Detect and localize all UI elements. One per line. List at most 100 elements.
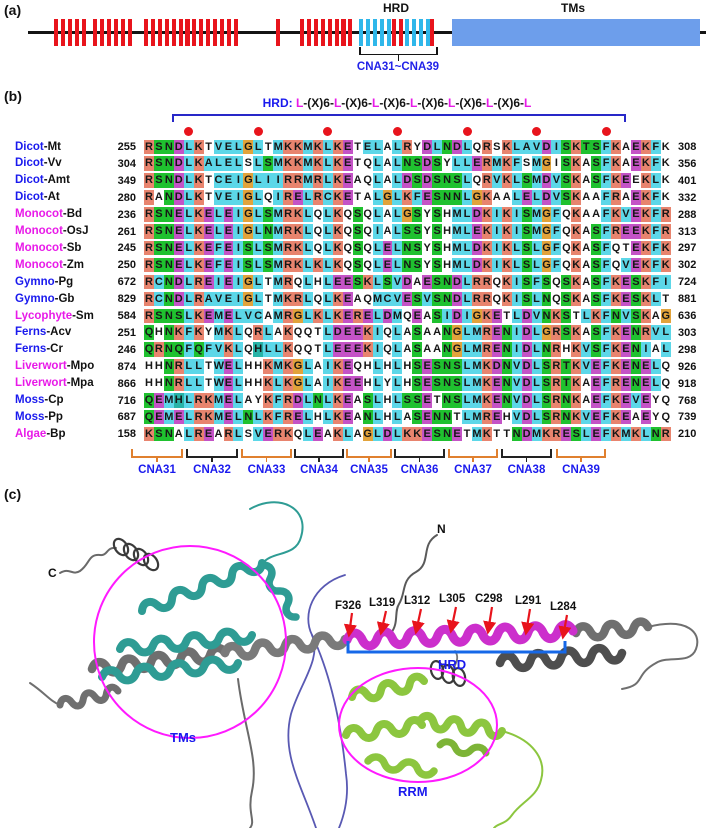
residue-cell: S <box>521 274 532 290</box>
residue-cell: K <box>501 224 512 239</box>
residue-cell: S <box>432 207 443 222</box>
residue-cell: N <box>243 409 254 425</box>
taxon-label: Ferns-Cr <box>15 343 63 355</box>
residue-cell: M <box>452 224 462 239</box>
exon-bar <box>300 19 305 46</box>
residue-cell: E <box>223 393 234 408</box>
alignment-row: Liverwort-Mpa 866 H H N R L L T WE L H H K L K G L A I K E E H L… <box>0 376 709 391</box>
residue-cell: L <box>183 139 194 155</box>
gray-helix <box>56 683 122 710</box>
residue-cell: K <box>173 325 184 340</box>
residue-cell: S <box>452 376 462 391</box>
taxon-label: Liverwort-Mpa <box>15 377 94 389</box>
residue-cell: F <box>601 342 612 357</box>
residue-cell: F <box>531 274 542 290</box>
residue-cell: I <box>491 257 502 273</box>
panel-a-gene-diagram: (a) HRD TMs CNA31~CNA39 <box>0 0 709 88</box>
residue-cell: K <box>501 240 512 256</box>
residue-cell: K <box>283 359 294 374</box>
exon-bar <box>226 19 231 46</box>
residue-cell: S <box>630 274 641 290</box>
residue-cell: S <box>153 224 164 239</box>
taxon-label: Algae-Bp <box>15 428 66 440</box>
residue-cell: L <box>392 393 403 408</box>
residue-cell: G <box>243 291 254 307</box>
residue-cell: Q <box>342 207 353 222</box>
residue-cell: F <box>213 240 224 256</box>
residue-cell: D <box>173 274 184 290</box>
residue-cell: K <box>293 240 303 256</box>
residue-cell: L <box>462 190 472 205</box>
residue-cell: K <box>640 291 651 307</box>
residue-cell: N <box>263 224 274 239</box>
residue-cell: K <box>611 173 621 188</box>
residue-cell: L <box>462 359 472 374</box>
residue-cell: L <box>263 342 274 357</box>
cna-label: CNA38 <box>507 464 546 476</box>
n-terminus-label: N <box>437 522 446 536</box>
residue-cell: I <box>233 274 244 290</box>
tm-helix <box>98 655 242 685</box>
residue-cell: I <box>491 240 502 256</box>
residue-cell: L <box>253 207 264 222</box>
residue-cell: H <box>253 359 264 374</box>
residue-cell: L <box>650 376 661 391</box>
residue-cell: K <box>332 308 343 324</box>
residue-cell: Q <box>382 325 393 340</box>
residue-cell: Q <box>144 393 154 408</box>
hrd-exon-bar <box>425 19 430 46</box>
residue-cell: K <box>640 274 651 290</box>
residue-cell: E <box>312 426 323 442</box>
taxon-group: Monocot <box>15 241 63 254</box>
residue-cell: L <box>303 308 313 324</box>
cna-bracket <box>390 449 392 456</box>
residue-cell: K <box>332 173 343 188</box>
residue-cell: K <box>611 156 621 171</box>
gray-loop <box>621 622 699 690</box>
residue-cell: L <box>322 224 333 239</box>
residue-cell: T <box>203 190 214 205</box>
start-position: 236 <box>117 208 136 221</box>
residue-cell: E <box>621 274 631 290</box>
cna-bracket <box>265 456 268 462</box>
residue-cell: L <box>392 240 403 256</box>
residue-cell: L <box>531 376 542 391</box>
residue-cell: K <box>193 325 204 340</box>
taxon-group: Liverwort <box>15 360 67 373</box>
residue-cell: T <box>203 139 214 155</box>
residue-cell: L <box>531 257 542 273</box>
residue-cell: V <box>551 190 562 205</box>
helix-coil-icon <box>451 667 467 687</box>
residue-cell: Q <box>660 409 671 425</box>
residue-labels: F326 L319 L312 L305 C298 L291 L284 <box>335 593 577 613</box>
residue-cell: N <box>163 426 174 442</box>
start-position: 716 <box>117 394 136 407</box>
residue-cell: K <box>193 207 204 222</box>
residue-cell: E <box>640 376 651 391</box>
residue-cell: R <box>640 325 651 340</box>
leucine-dot <box>601 127 611 136</box>
hrd-region-title: HRD <box>383 1 409 15</box>
cna-bracket <box>472 456 474 462</box>
residue-cell: L <box>531 190 542 205</box>
residue-cell: K <box>193 173 204 188</box>
residue-cell: A <box>422 342 433 357</box>
residue-cell: L <box>183 240 194 256</box>
hrd-helix <box>342 620 578 651</box>
residue-cell: K <box>332 409 343 425</box>
leucine-dot <box>462 127 472 136</box>
residue-cell: R <box>551 325 562 340</box>
residue-cell: K <box>481 308 492 324</box>
residue-cell: M <box>491 156 502 171</box>
residue-sequence: Q R N Q F Q F V K L Q H L L K QQ T L E E E K I Q L A S A A N G L MR E N I D L… <box>144 342 671 357</box>
residue-cell: M <box>273 156 284 171</box>
residue-cell: F <box>511 156 522 171</box>
residue-cell: L <box>392 325 403 340</box>
leucine-dot <box>532 127 542 136</box>
exon-bar <box>276 19 281 46</box>
residue-cell: K <box>283 426 294 442</box>
residue-cell: C <box>322 190 333 205</box>
residue-cell: G <box>362 426 373 442</box>
residue-cell: K <box>481 393 492 408</box>
residue-cell: R <box>144 207 154 222</box>
